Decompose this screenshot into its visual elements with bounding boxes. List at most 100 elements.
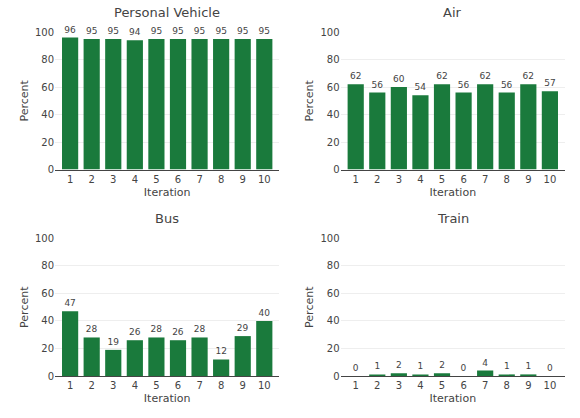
svg-text:4: 4: [132, 380, 138, 391]
svg-text:2: 2: [439, 360, 445, 370]
svg-text:10: 10: [258, 380, 271, 391]
svg-text:4: 4: [417, 174, 423, 185]
svg-text:1: 1: [353, 380, 359, 391]
svg-text:5: 5: [439, 380, 445, 391]
svg-text:56: 56: [371, 80, 383, 90]
svg-text:Iteration: Iteration: [429, 186, 476, 199]
svg-text:80: 80: [327, 54, 340, 65]
svg-text:Percent: Percent: [303, 286, 316, 328]
svg-text:Percent: Percent: [18, 79, 31, 121]
svg-text:62: 62: [523, 71, 534, 81]
svg-text:4: 4: [132, 174, 138, 185]
svg-text:10: 10: [544, 174, 557, 185]
svg-text:96: 96: [64, 25, 76, 35]
svg-text:8: 8: [504, 380, 510, 391]
svg-text:28: 28: [86, 324, 98, 334]
svg-text:1: 1: [418, 361, 424, 371]
svg-text:54: 54: [415, 82, 427, 92]
svg-text:80: 80: [41, 260, 54, 271]
svg-text:2: 2: [374, 174, 380, 185]
svg-text:0: 0: [333, 164, 339, 175]
svg-text:60: 60: [327, 82, 340, 93]
svg-text:9: 9: [240, 380, 246, 391]
svg-text:40: 40: [41, 109, 54, 120]
svg-text:95: 95: [108, 26, 119, 36]
svg-text:0: 0: [461, 363, 467, 373]
svg-text:95: 95: [86, 26, 97, 36]
svg-text:0: 0: [48, 164, 54, 175]
svg-text:95: 95: [172, 26, 183, 36]
svg-text:95: 95: [237, 26, 248, 36]
svg-text:4: 4: [417, 380, 423, 391]
svg-text:1: 1: [525, 361, 531, 371]
svg-text:6: 6: [175, 380, 181, 391]
svg-text:3: 3: [396, 174, 402, 185]
svg-text:9: 9: [240, 174, 246, 185]
svg-text:Air: Air: [443, 5, 462, 20]
svg-text:9: 9: [525, 380, 531, 391]
svg-text:0: 0: [48, 371, 54, 382]
svg-text:7: 7: [196, 380, 202, 391]
svg-text:5: 5: [153, 174, 159, 185]
svg-text:7: 7: [482, 174, 488, 185]
svg-text:6: 6: [460, 174, 466, 185]
svg-text:8: 8: [218, 380, 224, 391]
svg-text:20: 20: [41, 137, 54, 148]
svg-text:40: 40: [327, 109, 340, 120]
svg-text:6: 6: [175, 174, 181, 185]
svg-text:Bus: Bus: [155, 211, 179, 226]
svg-text:Iteration: Iteration: [144, 186, 191, 199]
svg-text:10: 10: [544, 380, 557, 391]
svg-text:Percent: Percent: [18, 286, 31, 328]
svg-text:1: 1: [353, 174, 359, 185]
svg-text:62: 62: [350, 71, 361, 81]
svg-text:2: 2: [374, 380, 380, 391]
svg-text:60: 60: [393, 74, 405, 84]
svg-text:57: 57: [544, 78, 555, 88]
svg-text:100: 100: [321, 27, 340, 38]
svg-text:62: 62: [436, 71, 447, 81]
svg-text:Iteration: Iteration: [429, 392, 476, 405]
svg-text:8: 8: [504, 174, 510, 185]
svg-text:95: 95: [259, 26, 270, 36]
svg-text:56: 56: [501, 80, 513, 90]
svg-text:56: 56: [458, 80, 470, 90]
svg-text:80: 80: [327, 260, 340, 271]
svg-text:28: 28: [151, 324, 163, 334]
svg-text:2: 2: [396, 360, 402, 370]
svg-text:3: 3: [396, 380, 402, 391]
svg-text:28: 28: [194, 324, 206, 334]
svg-text:7: 7: [482, 380, 488, 391]
svg-text:100: 100: [321, 233, 340, 244]
svg-text:1: 1: [67, 380, 73, 391]
svg-text:1: 1: [67, 174, 73, 185]
svg-text:0: 0: [547, 363, 553, 373]
svg-text:60: 60: [41, 288, 54, 299]
svg-text:20: 20: [327, 343, 340, 354]
svg-text:80: 80: [41, 54, 54, 65]
svg-text:Percent: Percent: [303, 79, 316, 121]
svg-text:26: 26: [129, 327, 141, 337]
svg-text:19: 19: [107, 337, 119, 347]
svg-text:4: 4: [482, 358, 488, 368]
svg-text:5: 5: [439, 174, 445, 185]
svg-text:2: 2: [88, 174, 94, 185]
svg-text:26: 26: [172, 327, 184, 337]
svg-text:Train: Train: [437, 211, 469, 226]
svg-text:40: 40: [327, 315, 340, 326]
svg-text:100: 100: [35, 233, 54, 244]
svg-text:20: 20: [41, 343, 54, 354]
svg-text:100: 100: [35, 27, 54, 38]
svg-text:0: 0: [353, 363, 359, 373]
svg-text:3: 3: [110, 380, 116, 391]
svg-text:40: 40: [258, 308, 270, 318]
svg-text:10: 10: [258, 174, 271, 185]
svg-text:2: 2: [88, 380, 94, 391]
svg-text:60: 60: [327, 288, 340, 299]
svg-text:7: 7: [196, 174, 202, 185]
svg-text:95: 95: [194, 26, 205, 36]
svg-text:95: 95: [215, 26, 226, 36]
svg-text:95: 95: [151, 26, 162, 36]
svg-text:60: 60: [41, 82, 54, 93]
svg-text:62: 62: [479, 71, 490, 81]
